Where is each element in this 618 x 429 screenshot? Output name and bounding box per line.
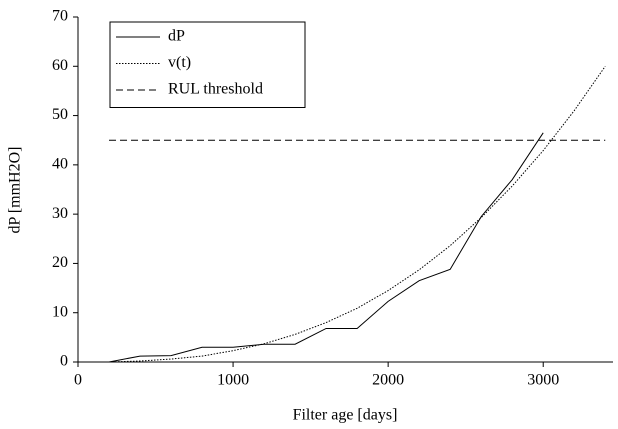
legend-box bbox=[109, 21, 306, 108]
y-tick-label: 30 bbox=[52, 205, 68, 222]
y-axis-label: dP [mmH2O] bbox=[7, 147, 24, 234]
x-tick-label: 0 bbox=[74, 372, 82, 389]
x-axis-label: Filter age [days] bbox=[293, 407, 398, 424]
x-tick-label: 3000 bbox=[527, 372, 559, 389]
y-tick-label: 50 bbox=[52, 106, 68, 123]
x-tick-label: 2000 bbox=[372, 372, 404, 389]
legend-label: RUL threshold bbox=[168, 81, 263, 98]
y-tick-label: 10 bbox=[52, 303, 68, 320]
series-line bbox=[108, 65, 606, 363]
y-tick-label: 40 bbox=[52, 156, 68, 173]
legend-label: dP bbox=[168, 28, 185, 45]
x-tick-label: 1000 bbox=[217, 372, 249, 389]
legend-label: v(t) bbox=[168, 54, 191, 71]
series-line bbox=[108, 132, 544, 363]
y-tick-label: 70 bbox=[52, 8, 68, 25]
y-tick-label: 0 bbox=[60, 353, 68, 370]
y-tick-label: 20 bbox=[52, 254, 68, 271]
y-tick-label: 60 bbox=[52, 57, 68, 74]
